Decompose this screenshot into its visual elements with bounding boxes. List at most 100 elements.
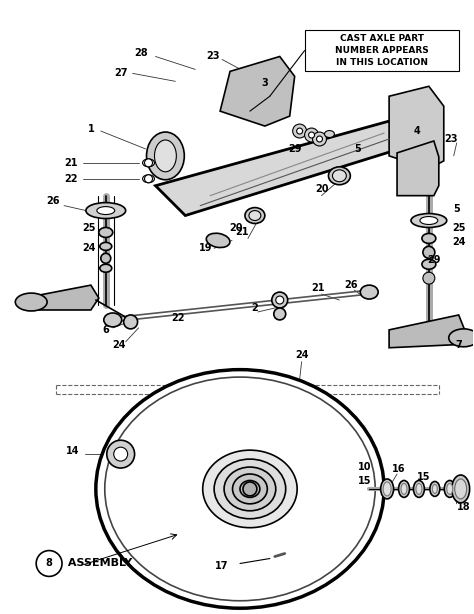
Circle shape — [243, 482, 257, 496]
Text: 21: 21 — [64, 158, 78, 168]
Circle shape — [297, 128, 302, 134]
Ellipse shape — [249, 211, 261, 220]
Circle shape — [309, 132, 315, 138]
Ellipse shape — [143, 175, 155, 183]
Text: 25: 25 — [452, 223, 465, 233]
Ellipse shape — [455, 479, 466, 499]
Text: 10: 10 — [357, 462, 371, 472]
Text: 7: 7 — [456, 340, 462, 350]
Ellipse shape — [411, 214, 447, 227]
Ellipse shape — [360, 285, 378, 299]
Ellipse shape — [332, 170, 346, 182]
Circle shape — [145, 159, 153, 167]
Ellipse shape — [96, 370, 384, 608]
Text: 28: 28 — [134, 49, 147, 58]
Text: 27: 27 — [114, 68, 128, 79]
Text: 20: 20 — [229, 223, 243, 233]
Ellipse shape — [447, 483, 453, 494]
Ellipse shape — [449, 329, 474, 347]
Text: 16: 16 — [392, 464, 406, 474]
Circle shape — [423, 246, 435, 258]
Circle shape — [101, 254, 111, 263]
Circle shape — [292, 124, 307, 138]
Ellipse shape — [420, 217, 438, 225]
Text: 15: 15 — [357, 476, 371, 486]
Text: 4: 4 — [413, 126, 420, 136]
Ellipse shape — [422, 233, 436, 243]
Ellipse shape — [15, 293, 47, 311]
Circle shape — [312, 132, 327, 146]
Ellipse shape — [401, 483, 407, 494]
Ellipse shape — [245, 208, 265, 223]
Circle shape — [124, 315, 137, 329]
Circle shape — [36, 551, 62, 577]
Circle shape — [305, 128, 319, 142]
Text: 6: 6 — [102, 325, 109, 335]
Text: 15: 15 — [417, 472, 431, 482]
Text: 25: 25 — [82, 223, 96, 233]
Ellipse shape — [100, 243, 112, 251]
Ellipse shape — [240, 481, 260, 497]
Ellipse shape — [325, 131, 335, 138]
Ellipse shape — [422, 259, 436, 269]
Text: 21: 21 — [235, 227, 249, 238]
Circle shape — [107, 440, 135, 468]
Ellipse shape — [214, 459, 286, 519]
Polygon shape — [155, 121, 409, 216]
Text: 18: 18 — [457, 502, 471, 512]
Ellipse shape — [155, 140, 176, 172]
Text: 22: 22 — [172, 313, 185, 323]
Text: 17: 17 — [215, 561, 229, 572]
Text: 5: 5 — [453, 204, 460, 214]
Bar — [305, 29, 459, 71]
Circle shape — [272, 292, 288, 308]
Ellipse shape — [203, 450, 297, 527]
Ellipse shape — [206, 233, 230, 247]
Text: 29: 29 — [427, 255, 441, 265]
Text: 24: 24 — [295, 350, 309, 360]
Ellipse shape — [86, 203, 126, 219]
Text: 1: 1 — [88, 124, 94, 134]
Circle shape — [145, 175, 153, 183]
Polygon shape — [220, 56, 295, 126]
Text: 22: 22 — [64, 174, 78, 184]
Ellipse shape — [381, 479, 393, 499]
Circle shape — [274, 308, 286, 320]
Ellipse shape — [233, 474, 267, 504]
Text: 24: 24 — [452, 238, 465, 247]
Polygon shape — [397, 141, 439, 196]
Ellipse shape — [416, 483, 422, 494]
Text: 26: 26 — [345, 280, 358, 290]
Text: 14: 14 — [66, 446, 80, 456]
Ellipse shape — [430, 481, 440, 496]
Ellipse shape — [143, 159, 155, 167]
Ellipse shape — [413, 481, 424, 497]
Polygon shape — [389, 315, 466, 348]
Circle shape — [276, 296, 284, 304]
Ellipse shape — [99, 227, 113, 238]
Circle shape — [317, 136, 322, 142]
Ellipse shape — [432, 484, 438, 494]
Text: 24: 24 — [112, 340, 126, 350]
Polygon shape — [31, 285, 99, 310]
Text: 23: 23 — [206, 52, 220, 61]
Ellipse shape — [224, 467, 276, 511]
Text: 2: 2 — [252, 303, 258, 313]
Ellipse shape — [100, 264, 112, 272]
Text: 24: 24 — [82, 243, 96, 254]
Text: 26: 26 — [46, 196, 60, 206]
Text: ASSEMBLY: ASSEMBLY — [64, 559, 132, 569]
Circle shape — [114, 447, 128, 461]
Text: CAST AXLE PART
NUMBER APPEARS
IN THIS LOCATION: CAST AXLE PART NUMBER APPEARS IN THIS LO… — [335, 34, 428, 67]
Polygon shape — [389, 87, 444, 169]
Text: 29: 29 — [288, 144, 301, 154]
Circle shape — [423, 272, 435, 284]
Text: 23: 23 — [444, 134, 457, 144]
Ellipse shape — [444, 481, 455, 497]
Ellipse shape — [146, 132, 184, 180]
Ellipse shape — [328, 167, 350, 185]
Ellipse shape — [97, 206, 115, 214]
Text: 21: 21 — [311, 283, 324, 293]
Text: 5: 5 — [354, 144, 361, 154]
Text: 19: 19 — [199, 243, 212, 254]
